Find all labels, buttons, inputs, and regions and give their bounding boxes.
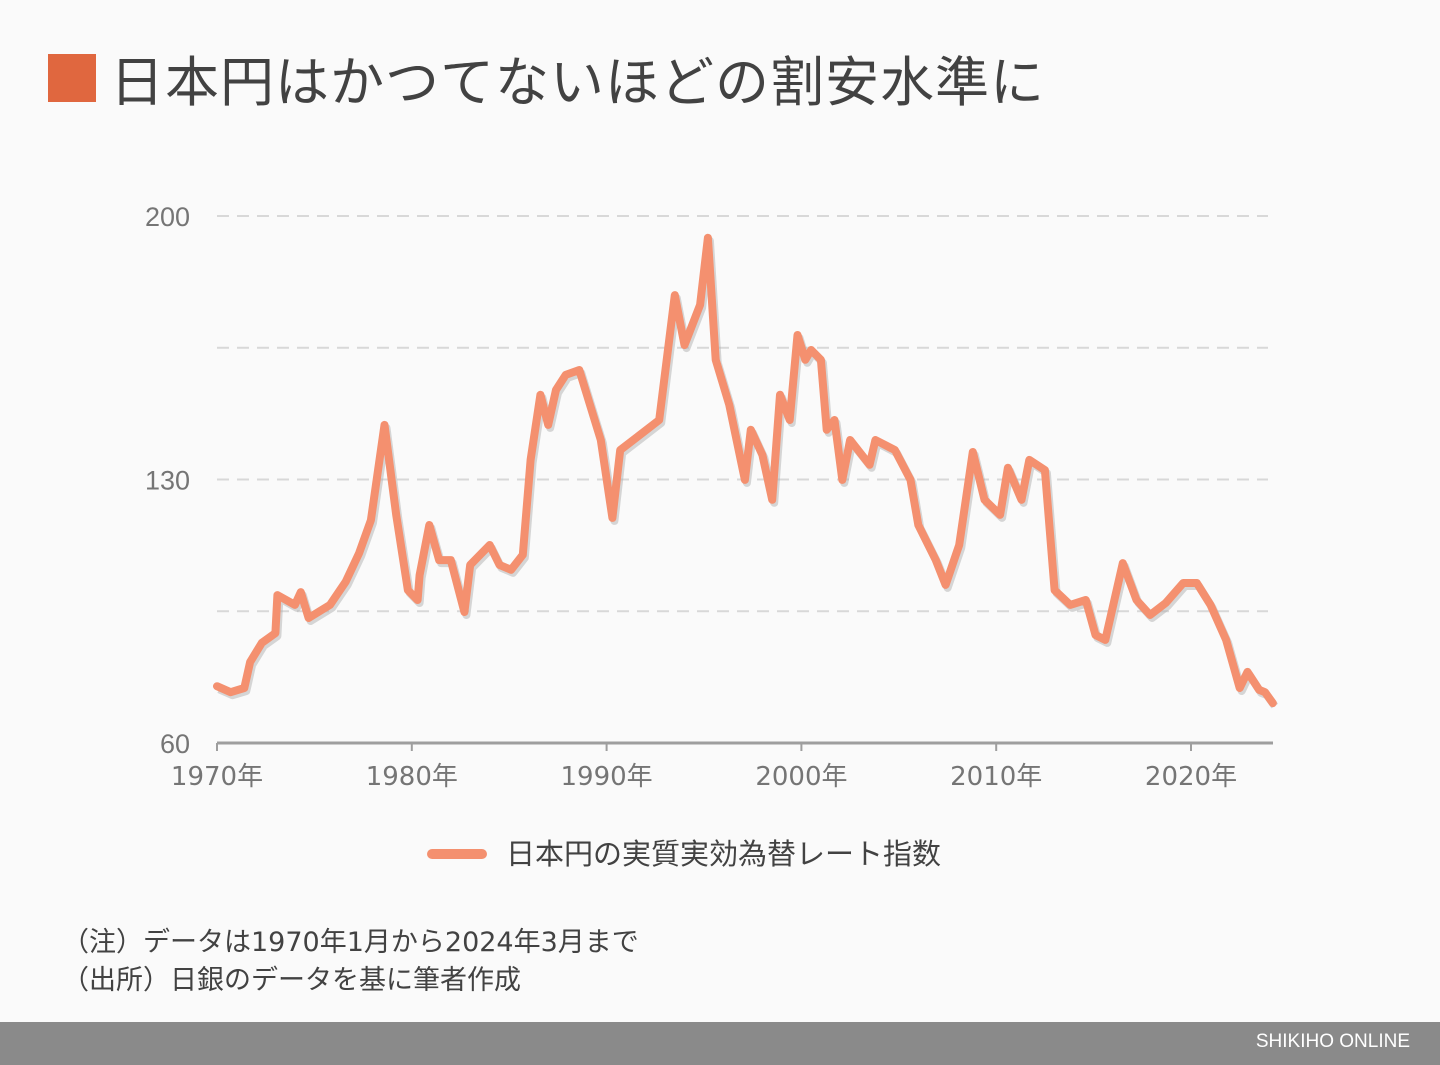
note-line: （注）データは1970年1月から2024年3月まで: [62, 927, 639, 958]
line-chart: 60 130 200 1970年 1980年 1990年 2000年 2010年 2020年日本…: [145, 202, 1279, 871]
x-tick-label: 2010年: [950, 762, 1042, 792]
title-text: 日本円はかつてないほどの割安水準に: [110, 51, 1045, 114]
x-tick-label: 2020年: [1145, 762, 1237, 792]
series-line: [213, 233, 1277, 708]
footer-brand: SHIKIHO ONLINE: [1255, 1031, 1410, 1052]
footer-bar: SHIKIHO ONLINE: [0, 1022, 1440, 1065]
notes: （注）データは1970年1月から2024年3月まで （出所）日銀のデータを基に筆…: [62, 924, 639, 1000]
x-tick-label: 1990年: [561, 762, 653, 792]
y-tick-label: 130: [145, 466, 190, 496]
title-square-icon: [48, 53, 96, 102]
x-tick-label: 1970年: [171, 762, 263, 792]
legend-label: 日本円の実質実効為替レート指数: [506, 837, 941, 871]
y-tick-label: 200: [145, 202, 190, 232]
x-tick-label: 1980年: [366, 762, 458, 792]
source-line: （出所）日銀のデータを基に筆者作成: [62, 965, 521, 996]
x-tick-label: 2000年: [755, 762, 847, 792]
chart-title: 日本円はかつてないほどの割安水準に: [48, 38, 1045, 117]
y-tick-label: 60: [160, 729, 190, 759]
